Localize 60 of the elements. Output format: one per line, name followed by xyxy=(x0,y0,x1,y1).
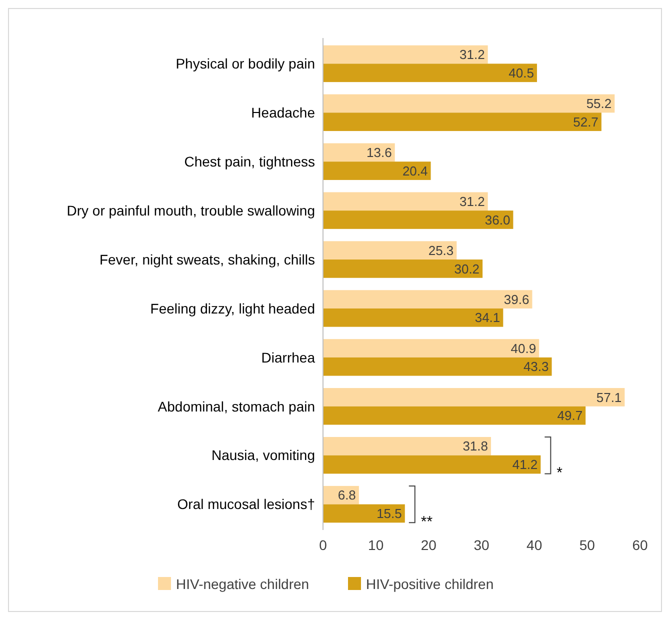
bar xyxy=(323,339,540,358)
x-tick-label: 60 xyxy=(632,537,648,553)
data-label: 57.1 xyxy=(596,390,622,405)
x-tick-label: 20 xyxy=(420,537,437,553)
bar xyxy=(323,94,615,113)
bar xyxy=(323,406,586,425)
y-tick-label: Oral mucosal lesions† xyxy=(177,496,315,512)
bar xyxy=(323,143,395,162)
y-tick-label: Headache xyxy=(251,104,316,121)
data-label: 25.3 xyxy=(428,242,454,258)
data-label: 36.0 xyxy=(484,212,510,228)
bar xyxy=(323,455,541,474)
bar xyxy=(323,388,625,406)
y-tick-label: Physical or bodily pain xyxy=(176,56,315,72)
y-tick-label: Abdominal, stomach pain xyxy=(158,398,315,414)
data-label: 13.6 xyxy=(366,144,392,160)
bar xyxy=(323,210,514,229)
bar xyxy=(323,162,431,180)
data-label: 31.8 xyxy=(462,438,488,454)
data-label: 15.5 xyxy=(376,506,402,522)
data-label: 31.2 xyxy=(460,194,485,209)
y-tick-label: Diarrhea xyxy=(261,349,316,366)
bar xyxy=(323,64,537,82)
bar xyxy=(323,504,405,523)
data-label: 39.6 xyxy=(504,292,530,307)
bar xyxy=(323,45,488,64)
data-label: 34.1 xyxy=(474,310,500,326)
data-label: 40.9 xyxy=(510,340,536,356)
x-tick-label: 40 xyxy=(526,537,542,553)
x-tick-label: 0 xyxy=(319,537,328,553)
data-label: 52.7 xyxy=(573,114,598,130)
data-label: 55.2 xyxy=(586,96,612,112)
bar xyxy=(323,112,602,132)
data-label: 20.4 xyxy=(402,163,428,178)
x-tick-label: 50 xyxy=(579,537,596,553)
data-label: 6.8 xyxy=(338,488,356,503)
bar xyxy=(323,241,457,260)
y-tick-label: Dry or painful mouth, trouble swallowing xyxy=(66,202,315,218)
data-label: 43.3 xyxy=(523,359,549,374)
legend-label: HIV-positive children xyxy=(366,576,494,592)
data-label: 41.2 xyxy=(512,457,538,472)
bar xyxy=(323,290,532,308)
data-label: 40.5 xyxy=(508,65,534,80)
data-label: 31.2 xyxy=(460,47,485,62)
bar xyxy=(323,260,483,278)
bar xyxy=(323,192,488,211)
y-tick-label: Fever, night sweats, shaking, chills xyxy=(99,251,315,268)
data-label: 49.7 xyxy=(557,408,583,424)
bar xyxy=(323,436,492,456)
x-tick-label: 10 xyxy=(368,537,384,553)
data-label: 30.2 xyxy=(454,261,480,276)
x-tick-label: 30 xyxy=(474,537,490,553)
y-tick-label: Feeling dizzy, light headed xyxy=(150,300,315,316)
bar xyxy=(323,308,504,327)
legend-label: HIV-negative children xyxy=(176,576,310,592)
y-tick-label: Chest pain, tightness xyxy=(184,154,315,170)
y-tick-label: Nausia, vomiting xyxy=(212,447,315,464)
bar xyxy=(323,357,552,376)
annotation: ** xyxy=(420,514,433,531)
annotation: * xyxy=(556,464,563,482)
